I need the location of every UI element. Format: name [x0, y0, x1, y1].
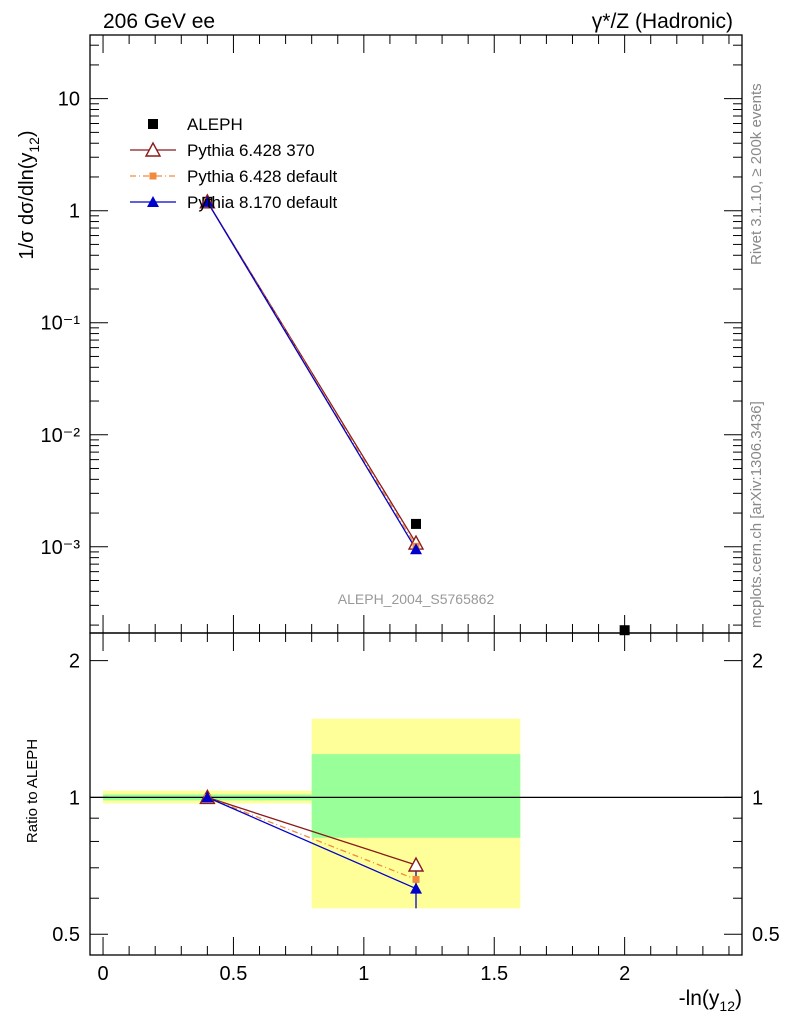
ratio-y-tick-label-left: 0.5	[52, 924, 80, 946]
analysis-label: ALEPH_2004_S5765862	[338, 591, 495, 607]
ratio-point-series-2	[412, 875, 420, 883]
legend-marker-series-1	[144, 141, 162, 157]
ratio-band-inner	[311, 754, 521, 838]
main-line-series-3	[206, 201, 417, 550]
main-y-tick-label: 10	[58, 89, 80, 111]
legend-marker-series-0	[148, 119, 158, 129]
ratio-xlabel: -ln(y12)	[679, 987, 742, 1014]
main-point-series-3	[410, 543, 422, 555]
ratio-point-series-1	[407, 856, 425, 872]
ratio-series-layer	[199, 788, 425, 909]
ratio-point-series-3	[201, 791, 214, 803]
legend-label-series-2: Pythia 6.428 default	[187, 167, 338, 186]
legend-label-series-0: ALEPH	[187, 115, 243, 134]
main-y-tick-label: 10⁻¹	[41, 313, 81, 335]
ratio-x-tick-label: 0	[97, 963, 108, 985]
legend-marker-series-2	[149, 172, 157, 180]
ratio-x-tick-label: 1	[358, 963, 369, 985]
ratio-line-series-3	[207, 796, 417, 890]
main-point-series-0	[411, 518, 421, 529]
mcplots-side-label: mcplots.cern.ch [arXiv:1306.3436]	[748, 401, 765, 628]
legend-marker-series-3	[147, 196, 159, 207]
ratio-y-tick-label-right: 1	[752, 787, 763, 809]
main-y-tick-label: 1	[69, 201, 80, 223]
legend: ALEPH Pythia 6.428 370 Pythia 6.428 defaul…	[130, 115, 338, 212]
header-left-label: 206 GeV ee	[103, 10, 215, 33]
ratio-panel: 0.5 0.5 1 1 2 2 0 0.5 1 1.5 2 Ratio to ALEPH -ln(y…	[24, 632, 780, 1014]
ratio-y-tick-label-left: 2	[69, 651, 80, 673]
legend-label-series-3: Pythia 8.170 default	[187, 193, 338, 212]
ratio-point-series-3	[410, 882, 422, 894]
ratio-x-tick-label: 2	[619, 963, 630, 985]
ratio-y-tick-label-left: 1	[69, 787, 80, 809]
main-axis-ticks: 10⁻³ 10⁻² 10⁻¹ 1 10	[41, 35, 742, 633]
rivet-side-label: Rivet 3.1.10, ≥ 200k events	[748, 83, 765, 265]
ratio-line-series-2	[207, 796, 417, 881]
ratio-frame	[89, 632, 743, 956]
ratio-ylabel: Ratio to ALEPH	[24, 739, 41, 843]
ratio-axis-ticks: 0.5 0.5 1 1 2 2 0 0.5 1 1.5 2	[52, 633, 780, 985]
legend-label-series-1: Pythia 6.428 370	[187, 141, 315, 160]
main-y-tick-label: 10⁻³	[41, 537, 81, 559]
main-series-layer	[199, 193, 630, 636]
main-panel: 10⁻³ 10⁻² 10⁻¹ 1 10 1/σ dσ/dln(y12) ALEPH_20…	[16, 34, 743, 636]
main-y-tick-label: 10⁻²	[41, 425, 81, 447]
main-point-series-3	[201, 195, 214, 207]
header-right-label: γ*/Z (Hadronic)	[592, 10, 733, 33]
ratio-y-tick-label-right: 2	[752, 651, 763, 673]
ratio-line-series-1	[207, 796, 417, 866]
main-ylabel: 1/σ dσ/dln(y12)	[16, 130, 42, 259]
ratio-y-tick-label-right: 0.5	[752, 924, 780, 946]
ratio-x-tick-label: 1.5	[480, 963, 508, 985]
main-point-series-0	[619, 625, 630, 636]
ratio-x-tick-label: 0.5	[220, 963, 248, 985]
